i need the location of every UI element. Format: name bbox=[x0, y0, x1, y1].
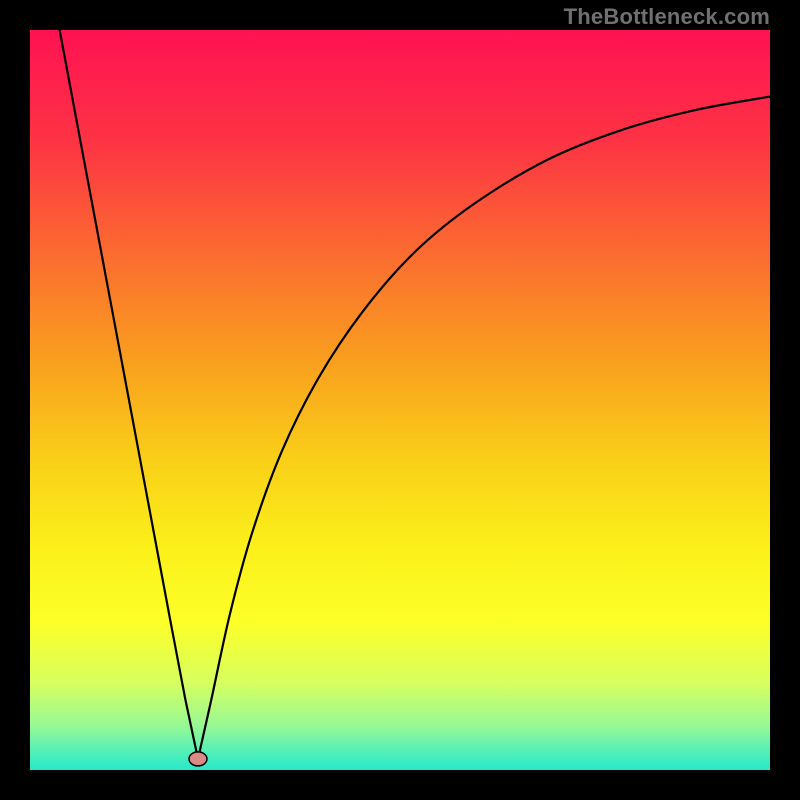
chart-frame: TheBottleneck.com bbox=[0, 0, 800, 800]
watermark-text: TheBottleneck.com bbox=[564, 4, 770, 30]
gradient-background bbox=[30, 30, 770, 770]
plot-area bbox=[30, 30, 770, 770]
chart-svg bbox=[30, 30, 770, 770]
minimum-marker bbox=[189, 752, 207, 766]
